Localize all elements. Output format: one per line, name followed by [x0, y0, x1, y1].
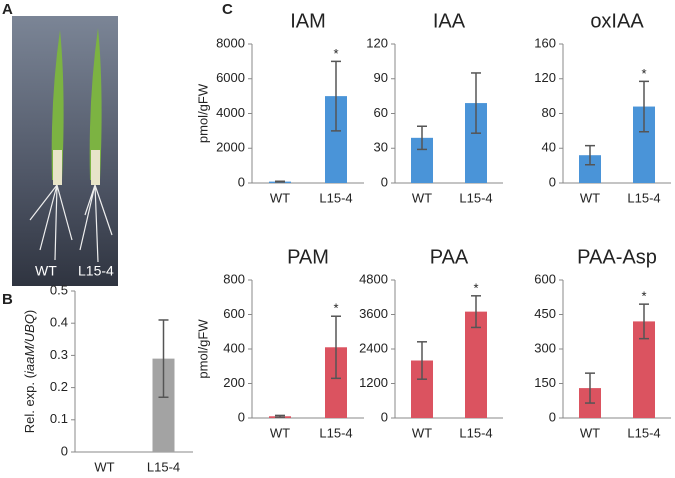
y-tick-label: 0.1	[50, 411, 68, 426]
x-tick-label: WT	[270, 190, 290, 205]
error-bar	[471, 295, 481, 329]
error-bar	[585, 372, 595, 404]
y-tick-label: 2000	[216, 140, 245, 155]
x-tick-label: WT	[580, 425, 600, 440]
significance: *	[641, 289, 646, 304]
x-tick-label: WT	[270, 425, 290, 440]
photo-label: WT	[35, 263, 57, 279]
x-tick-label: WT	[94, 459, 114, 474]
error-bar	[585, 144, 595, 166]
y-tick-label: 150	[534, 375, 556, 390]
y-tick-label: 0.4	[50, 315, 68, 330]
bar	[325, 347, 347, 418]
error-bar	[471, 72, 481, 134]
y-tick-label: 6000	[216, 70, 245, 85]
x-tick-label: L15-4	[319, 425, 352, 440]
bar	[411, 360, 433, 418]
error-bar	[275, 180, 285, 183]
y-tick-label: 0.5	[50, 282, 68, 297]
chart-title: PAM	[287, 246, 329, 268]
significance: *	[641, 66, 646, 81]
bar	[465, 311, 487, 418]
error-bar	[639, 303, 649, 340]
y-tick-label: 0	[61, 443, 68, 458]
x-tick-label: L15-4	[459, 425, 492, 440]
y-axis-label: pmol/gFW	[195, 83, 210, 143]
chart-title: PAA-Asp	[577, 246, 657, 268]
y-tick-label: 400	[223, 340, 245, 355]
x-tick-label: WT	[412, 425, 432, 440]
bar	[152, 358, 175, 452]
y-tick-label: 30	[374, 140, 388, 155]
y-tick-label: 120	[366, 35, 388, 50]
y-tick-label: 8000	[216, 35, 245, 50]
y-tick-label: 0	[238, 409, 245, 424]
x-tick-label: L15-4	[319, 190, 352, 205]
y-axis-label-part: iaaM/UBQ	[22, 314, 37, 374]
y-tick-label: 0	[381, 174, 388, 189]
y-tick-label: 40	[542, 140, 556, 155]
y-tick-label: 90	[374, 70, 388, 85]
y-tick-label: 0	[549, 174, 556, 189]
error-bar	[417, 125, 427, 151]
y-tick-label: 80	[542, 105, 556, 120]
x-tick-label: WT	[580, 190, 600, 205]
error-bar	[158, 319, 169, 399]
y-tick-label: 600	[223, 306, 245, 321]
y-axis-label-part: )	[22, 310, 37, 314]
bar	[633, 321, 655, 418]
y-tick-label: 0	[238, 174, 245, 189]
y-tick-label: 0	[381, 409, 388, 424]
photo	[12, 16, 118, 286]
x-tick-label: L15-4	[459, 190, 492, 205]
x-tick-label: L15-4	[147, 459, 180, 474]
chart-title: PAA	[430, 246, 469, 268]
x-tick-label: L15-4	[627, 425, 660, 440]
bar	[465, 103, 487, 183]
chart-title: IAM	[290, 10, 326, 32]
y-tick-label: 1200	[359, 375, 388, 390]
panel-label: A	[2, 1, 13, 18]
y-tick-label: 4800	[359, 271, 388, 286]
error-bar	[417, 341, 427, 380]
y-tick-label: 60	[374, 105, 388, 120]
y-tick-label: 800	[223, 271, 245, 286]
error-bar	[331, 315, 341, 380]
x-tick-label: L15-4	[627, 190, 660, 205]
y-tick-label: 200	[223, 375, 245, 390]
error-bar	[639, 80, 649, 133]
photo-label: L15-4	[78, 263, 114, 279]
x-tick-label: WT	[412, 190, 432, 205]
y-tick-label: 300	[534, 340, 556, 355]
y-tick-label: 4000	[216, 105, 245, 120]
error-bar	[331, 60, 341, 132]
y-tick-label: 600	[534, 271, 556, 286]
y-axis-label: pmol/gFW	[195, 319, 210, 379]
chart-title: IAA	[433, 10, 466, 32]
y-tick-label: 450	[534, 306, 556, 321]
significance: *	[473, 280, 478, 295]
y-tick-label: 0	[549, 409, 556, 424]
bar	[411, 137, 433, 183]
panel-label: C	[222, 1, 233, 18]
y-axis-label-part: Rel. exp. (	[22, 373, 37, 433]
y-tick-label: 0.2	[50, 379, 68, 394]
panel-label: B	[2, 291, 13, 308]
bar	[633, 106, 655, 183]
bar	[579, 155, 601, 183]
y-tick-label: 120	[534, 70, 556, 85]
bar	[325, 96, 347, 183]
significance: *	[333, 301, 338, 316]
error-bar	[275, 414, 285, 418]
y-tick-label: 160	[534, 35, 556, 50]
y-tick-label: 0.3	[50, 347, 68, 362]
y-tick-label: 3600	[359, 306, 388, 321]
y-axis-label: Rel. exp. (iaaM/UBQ)	[22, 310, 37, 434]
chart-title: oxIAA	[590, 10, 644, 32]
y-tick-label: 2400	[359, 340, 388, 355]
significance: *	[333, 46, 338, 61]
